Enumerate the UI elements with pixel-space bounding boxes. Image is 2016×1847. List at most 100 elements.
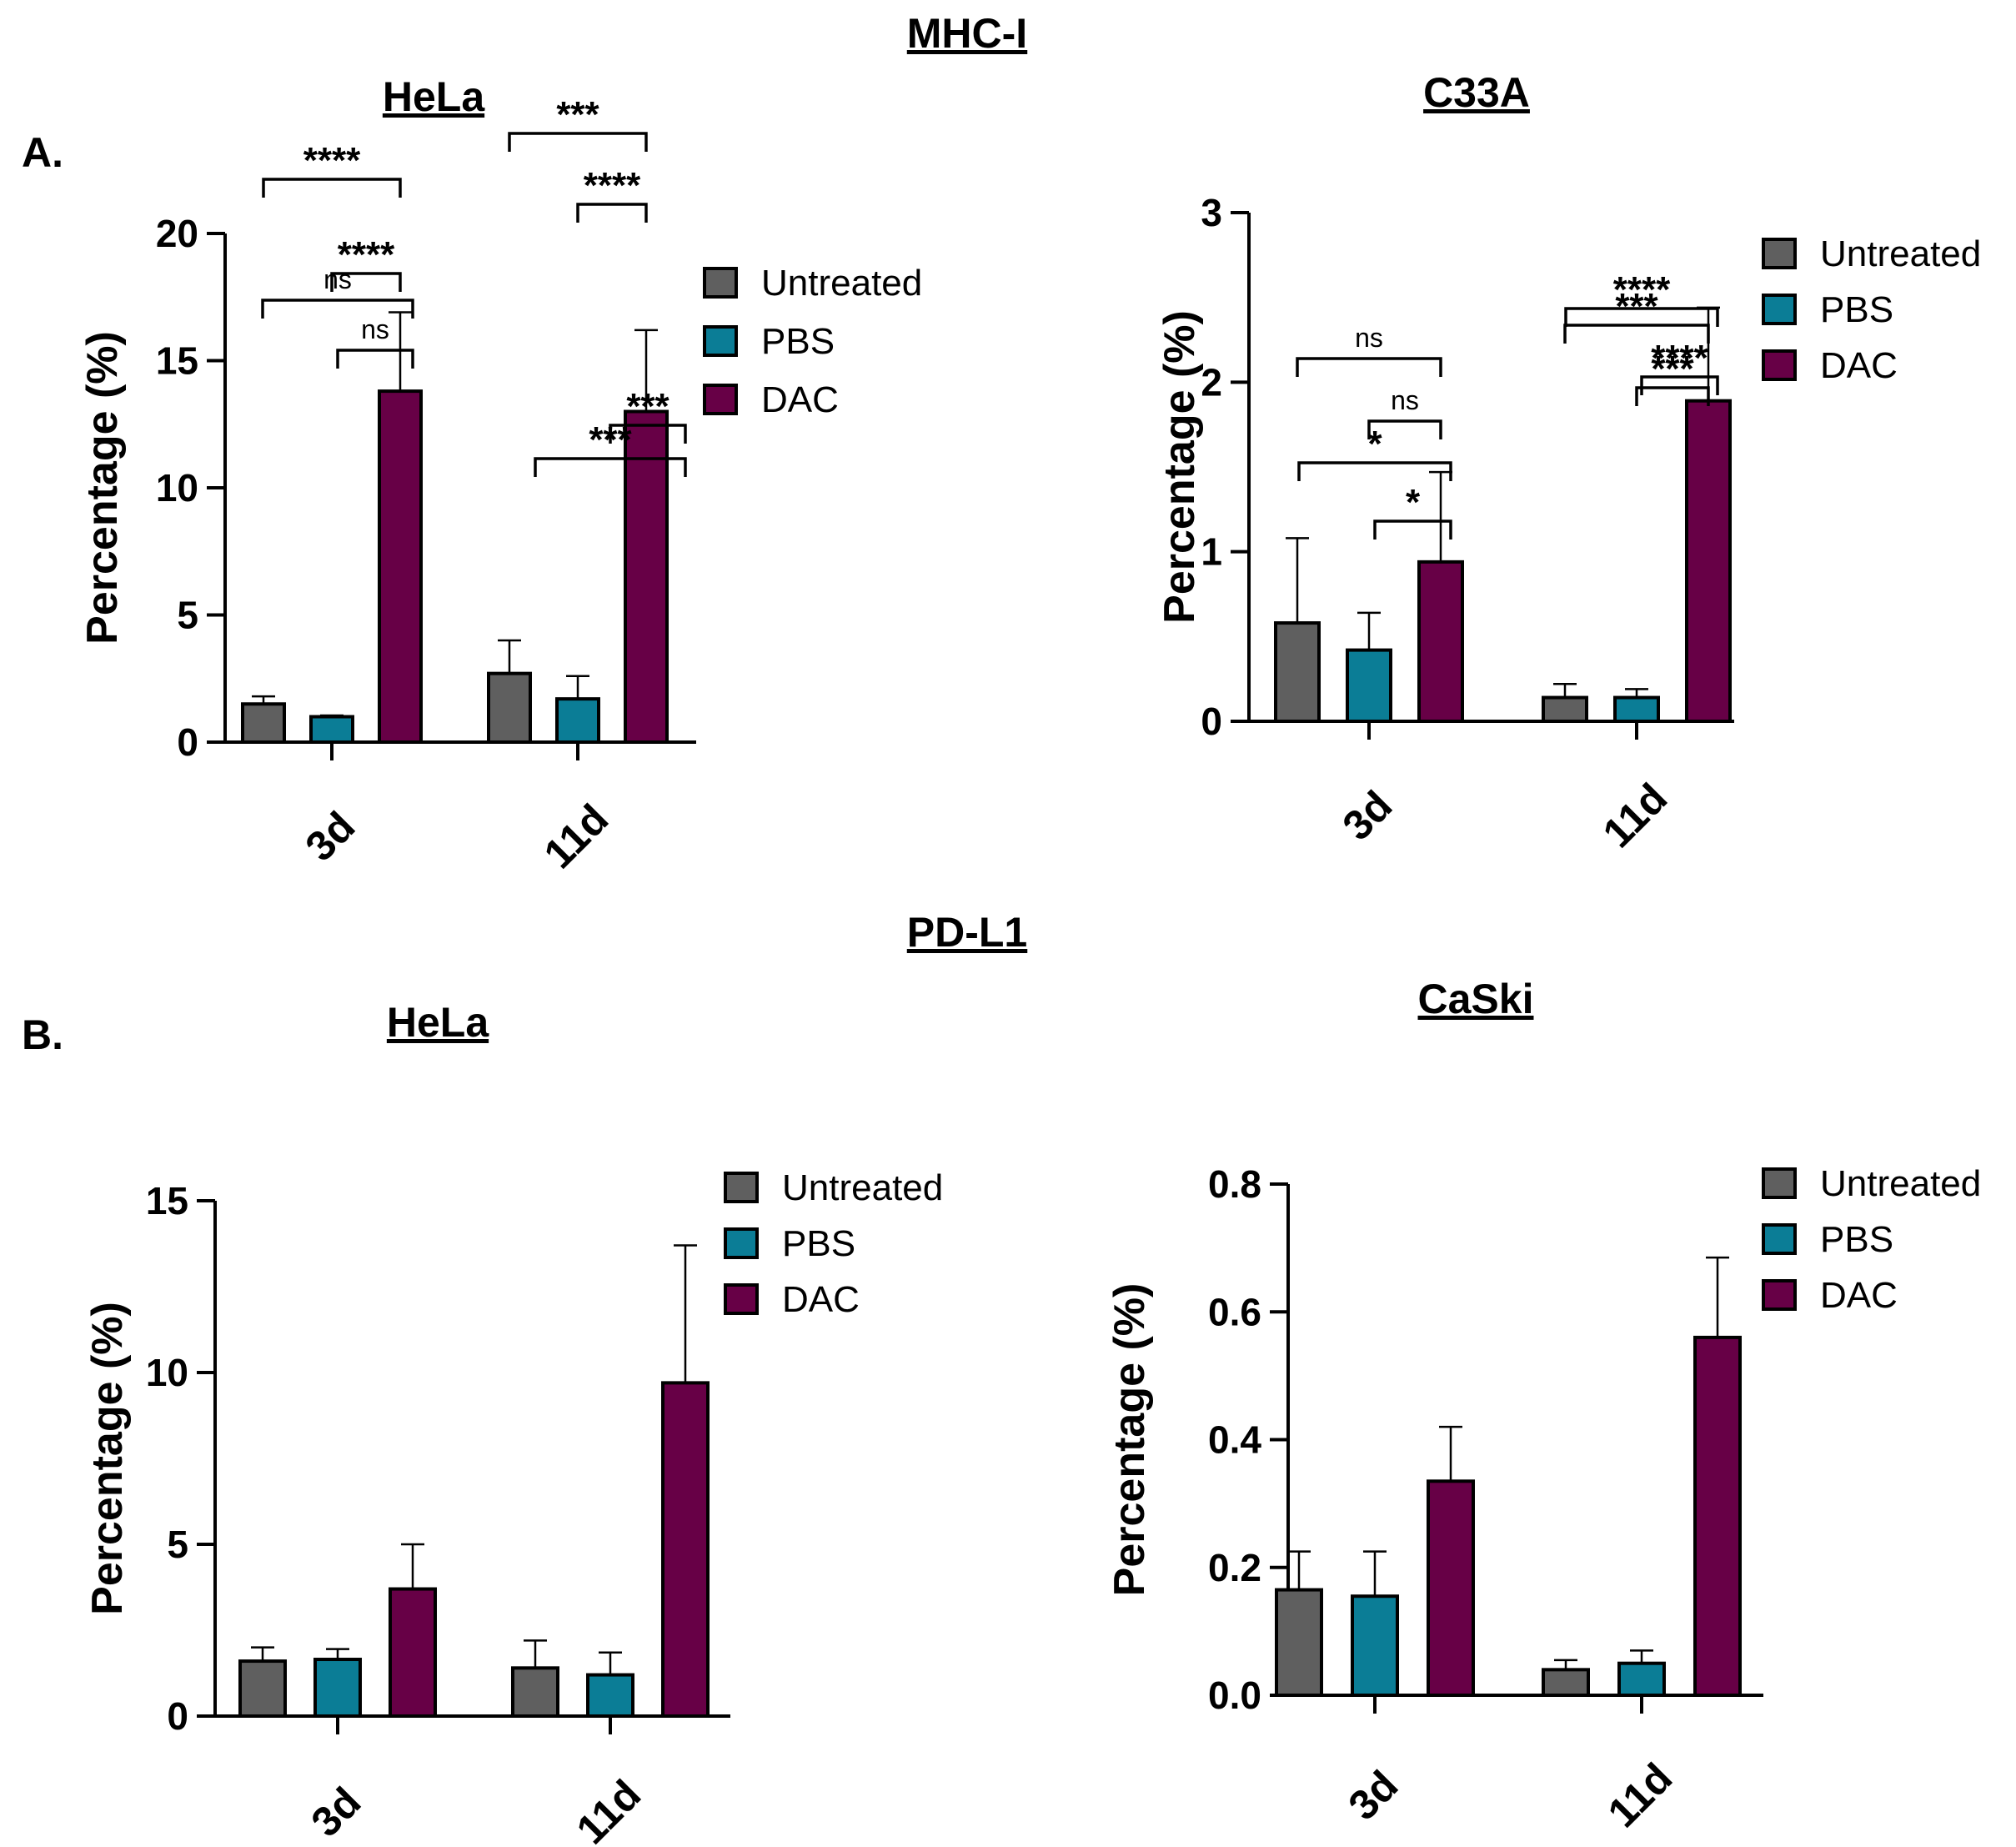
y-tick-label: 0.6 bbox=[1208, 1290, 1261, 1333]
significance-bracket bbox=[330, 272, 402, 292]
significance-label: *** bbox=[556, 94, 599, 135]
y-axis-label: Percentage (%) bbox=[1106, 1283, 1154, 1597]
y-tick-label: 15 bbox=[146, 1179, 188, 1222]
y-tick-label: 0.2 bbox=[1208, 1546, 1261, 1589]
y-axis-label: Percentage (%) bbox=[83, 1302, 132, 1615]
legend-label-pbs: PBS bbox=[761, 321, 835, 362]
bar-untreated-11d bbox=[511, 1666, 559, 1718]
y-tick-label: 0.8 bbox=[1208, 1162, 1261, 1206]
significance-label: **** bbox=[1651, 338, 1708, 379]
bar-dac-3d bbox=[378, 389, 423, 744]
y-tick-label: 0 bbox=[177, 720, 198, 764]
bar-dac-11d bbox=[661, 1381, 710, 1718]
significance-label: ns bbox=[1391, 385, 1419, 415]
significance-label: **** bbox=[303, 140, 361, 181]
panel-label-b: B. bbox=[22, 1011, 63, 1058]
bar-untreated-3d bbox=[1274, 621, 1321, 723]
significance-bracket bbox=[1367, 419, 1442, 439]
y-tick-label: 2 bbox=[1201, 360, 1222, 404]
significance-bracket bbox=[336, 349, 414, 369]
legend-swatch-dac bbox=[703, 384, 738, 415]
significance-bracket bbox=[508, 132, 648, 152]
legend-swatch-dac bbox=[1762, 1279, 1797, 1311]
chart-4-caski-pd-l1: CaSki Percentage (%) 0.0 0.2 0.4 0.6 0.8 3d 11d *… bbox=[1106, 269, 1981, 1836]
significance-bracket bbox=[1635, 386, 1710, 406]
bar-pbs-11d bbox=[555, 697, 600, 745]
bar-dac-3d bbox=[389, 1587, 437, 1719]
legend-swatch-dac bbox=[724, 1283, 759, 1315]
bar-pbs-3d bbox=[309, 715, 354, 744]
chart-title: C33A bbox=[1423, 69, 1530, 116]
legend-swatch-pbs bbox=[724, 1227, 759, 1259]
bar-untreated-3d bbox=[1275, 1588, 1323, 1697]
bar-dac-11d bbox=[624, 409, 669, 744]
bar-untreated-11d bbox=[487, 671, 532, 745]
significance-bracket bbox=[1296, 357, 1442, 377]
panel-label-a: A. bbox=[22, 129, 63, 176]
significance-label: ns bbox=[361, 314, 389, 344]
legend-swatch-untreated bbox=[1762, 1167, 1797, 1199]
bar-pbs-3d bbox=[1351, 1594, 1399, 1697]
y-tick-label: 10 bbox=[146, 1351, 188, 1394]
significance-bracket bbox=[1563, 324, 1710, 344]
y-tick-label: 0.4 bbox=[1208, 1418, 1261, 1462]
bar-untreated-3d bbox=[238, 1659, 287, 1718]
y-tick-label: 15 bbox=[156, 339, 198, 383]
bar-untreated-3d bbox=[241, 702, 286, 744]
significance-bracket bbox=[261, 299, 414, 319]
bar-untreated-11d bbox=[1542, 1668, 1590, 1697]
legend-swatch-pbs bbox=[1762, 1223, 1797, 1255]
x-tick-label-11d: 11d bbox=[568, 1771, 650, 1847]
section-title-pd-l1: PD-L1 bbox=[907, 909, 1027, 956]
significance-label: **** bbox=[1613, 269, 1671, 310]
y-tick-label: 5 bbox=[167, 1523, 188, 1566]
legend-label-dac: DAC bbox=[1820, 345, 1898, 386]
chart-title: CaSki bbox=[1418, 976, 1534, 1022]
significance-label: ns bbox=[1355, 323, 1383, 353]
legend-label-untreated: Untreated bbox=[782, 1167, 943, 1208]
y-axis-label: Percentage (%) bbox=[1156, 310, 1204, 624]
bar-dac-11d bbox=[1693, 1335, 1742, 1698]
x-tick-label-3d: 3d bbox=[1340, 1762, 1407, 1829]
legend-label-dac: DAC bbox=[1820, 1275, 1898, 1316]
significance-label: *** bbox=[1651, 349, 1694, 389]
significance-bracket bbox=[1297, 461, 1452, 481]
significance-label: **** bbox=[584, 165, 641, 206]
legend-label-dac: DAC bbox=[782, 1279, 860, 1320]
significance-label: **** bbox=[338, 234, 395, 275]
bar-dac-11d bbox=[1685, 399, 1732, 723]
legend-label-dac: DAC bbox=[761, 379, 839, 420]
x-tick-label-11d: 11d bbox=[1599, 1754, 1682, 1837]
legend-swatch-pbs bbox=[703, 325, 738, 357]
significance-bracket bbox=[1564, 307, 1719, 327]
significance-label: *** bbox=[626, 386, 669, 427]
bar-pbs-3d bbox=[1346, 648, 1392, 723]
bar-pbs-3d bbox=[313, 1658, 362, 1719]
legend-label-pbs: PBS bbox=[1820, 289, 1893, 330]
bar-pbs-11d bbox=[586, 1673, 634, 1719]
legend-label-pbs: PBS bbox=[782, 1223, 855, 1264]
bar-pbs-11d bbox=[1613, 695, 1660, 723]
significance-label: *** bbox=[1615, 286, 1658, 327]
x-tick-label-11d: 11d bbox=[535, 796, 618, 878]
chart-title: HeLa bbox=[383, 73, 485, 120]
significance-label: * bbox=[1406, 482, 1421, 523]
y-tick-label: 0 bbox=[1201, 700, 1222, 743]
bar-untreated-11d bbox=[1542, 695, 1588, 723]
y-tick-label: 1 bbox=[1201, 530, 1222, 574]
section-title-mhc-i: MHC-I bbox=[907, 10, 1027, 57]
legend-label-untreated: Untreated bbox=[761, 263, 922, 304]
y-tick-label: 0 bbox=[167, 1694, 188, 1738]
legend-swatch-untreated bbox=[724, 1172, 759, 1203]
legend-label-pbs: PBS bbox=[1820, 1219, 1893, 1260]
significance-bracket bbox=[262, 178, 402, 198]
legend-swatch-pbs bbox=[1762, 294, 1797, 325]
bar-dac-3d bbox=[1427, 1479, 1475, 1698]
legend-label-untreated: Untreated bbox=[1820, 1163, 1981, 1204]
x-tick-label-3d: 3d bbox=[297, 803, 364, 871]
bar-pbs-11d bbox=[1617, 1661, 1666, 1697]
